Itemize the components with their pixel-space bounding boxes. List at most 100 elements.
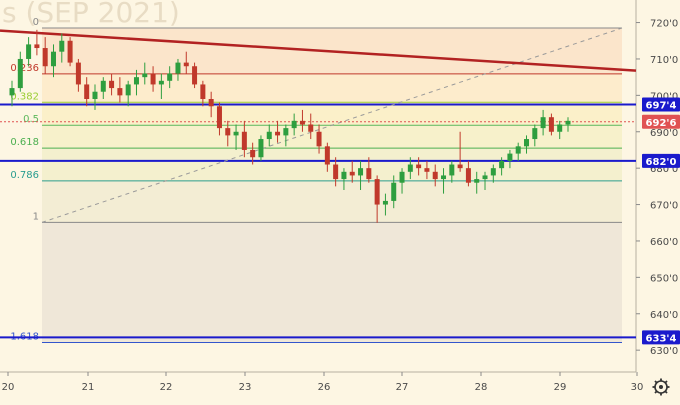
candle — [482, 171, 488, 190]
candle — [283, 124, 289, 147]
level-price-tag: 697'4 — [642, 97, 680, 112]
candle — [208, 91, 214, 118]
level-price-tag-box — [642, 330, 680, 345]
candle-body — [250, 149, 256, 158]
y-tick-label: 680'0 — [650, 164, 678, 175]
candle-body — [432, 171, 438, 180]
candle — [341, 168, 347, 190]
candle-body — [532, 128, 538, 140]
candle-body — [407, 164, 413, 172]
x-tick-label: 23 — [239, 382, 252, 393]
candle — [333, 157, 339, 187]
candle-body — [341, 171, 347, 180]
candle — [9, 80, 15, 107]
candle — [432, 164, 438, 187]
candle-body — [366, 168, 372, 180]
candle — [50, 44, 56, 78]
candle-body — [507, 153, 513, 161]
candle — [92, 84, 98, 110]
candle-body — [133, 77, 139, 85]
candle-body — [241, 131, 247, 150]
candle — [324, 142, 330, 172]
y-tick-label: 720'0 — [650, 19, 678, 30]
x-tick-label: 21 — [82, 382, 95, 393]
candle-body — [175, 62, 181, 74]
candle — [490, 164, 496, 183]
candle-body — [142, 73, 148, 78]
candle-body — [474, 179, 480, 183]
x-tick-label: 28 — [475, 382, 488, 393]
candle-body — [457, 164, 463, 169]
candle — [548, 113, 554, 136]
diagonal-line — [41, 27, 623, 223]
gear-tooth — [664, 390, 668, 394]
candle — [200, 80, 206, 107]
y-tick-label: 650'0 — [650, 273, 678, 284]
x-tick-label: 26 — [318, 382, 331, 393]
candle-body — [17, 58, 23, 89]
candle-body — [34, 44, 40, 49]
candle-body — [482, 175, 488, 180]
candle — [275, 120, 281, 143]
candle — [100, 77, 106, 99]
gear-tooth — [664, 380, 668, 384]
candle — [349, 160, 355, 183]
fib-zone — [42, 102, 622, 126]
fib-label: 0.618 — [10, 137, 39, 148]
candle-body — [333, 164, 339, 180]
candle — [308, 113, 314, 140]
last-price-tag-box — [642, 114, 680, 129]
y-tick-label: 630'0 — [650, 346, 678, 357]
level-price-tag-text: 697'4 — [646, 100, 677, 111]
chart-watermark: s (SEP 2021) — [2, 0, 180, 29]
candle-body — [382, 200, 388, 205]
y-tick-label: 640'0 — [650, 310, 678, 321]
x-tick-label: 22 — [160, 382, 173, 393]
level-price-tag-box — [642, 153, 680, 168]
settings-gear-icon[interactable] — [652, 378, 670, 396]
candle-body — [540, 117, 546, 129]
candle-body — [67, 40, 73, 63]
candle-body — [515, 146, 521, 154]
candle-body — [100, 80, 106, 92]
candle — [565, 117, 571, 132]
candle — [17, 51, 23, 92]
candle-body — [424, 168, 430, 172]
candle — [391, 175, 397, 209]
candle-body — [391, 182, 397, 201]
candle-body — [59, 40, 65, 52]
candle-body — [499, 160, 505, 169]
candle — [507, 149, 513, 169]
candle — [250, 142, 256, 165]
x-tick-label: 20 — [2, 382, 15, 393]
candle-body — [490, 168, 496, 176]
candle-body — [291, 120, 297, 129]
candle-body — [565, 120, 571, 125]
candle-body — [416, 164, 422, 169]
candle — [382, 193, 388, 216]
level-price-tag-text: 682'0 — [646, 157, 677, 168]
candle — [449, 160, 455, 183]
candle — [225, 120, 231, 147]
candle-body — [399, 171, 405, 183]
candle-body — [233, 131, 239, 136]
candle — [374, 175, 380, 223]
candle — [117, 77, 123, 103]
y-tick-label: 710'0 — [650, 55, 678, 66]
fib-zone — [42, 148, 622, 181]
y-tick-label: 700'0 — [650, 91, 678, 102]
candle — [109, 73, 115, 96]
trend-line — [0, 29, 637, 72]
candle-body — [358, 168, 364, 176]
candle — [441, 168, 447, 194]
y-tick-label: 690'0 — [650, 128, 678, 139]
level-price-tag: 682'0 — [642, 153, 680, 168]
candle — [142, 62, 148, 85]
candle — [457, 131, 463, 172]
candle-body — [349, 171, 355, 176]
x-tick-label: 30 — [631, 382, 644, 393]
fib-zone — [42, 222, 622, 343]
fib-zone — [42, 180, 622, 223]
candle-body — [225, 128, 231, 136]
